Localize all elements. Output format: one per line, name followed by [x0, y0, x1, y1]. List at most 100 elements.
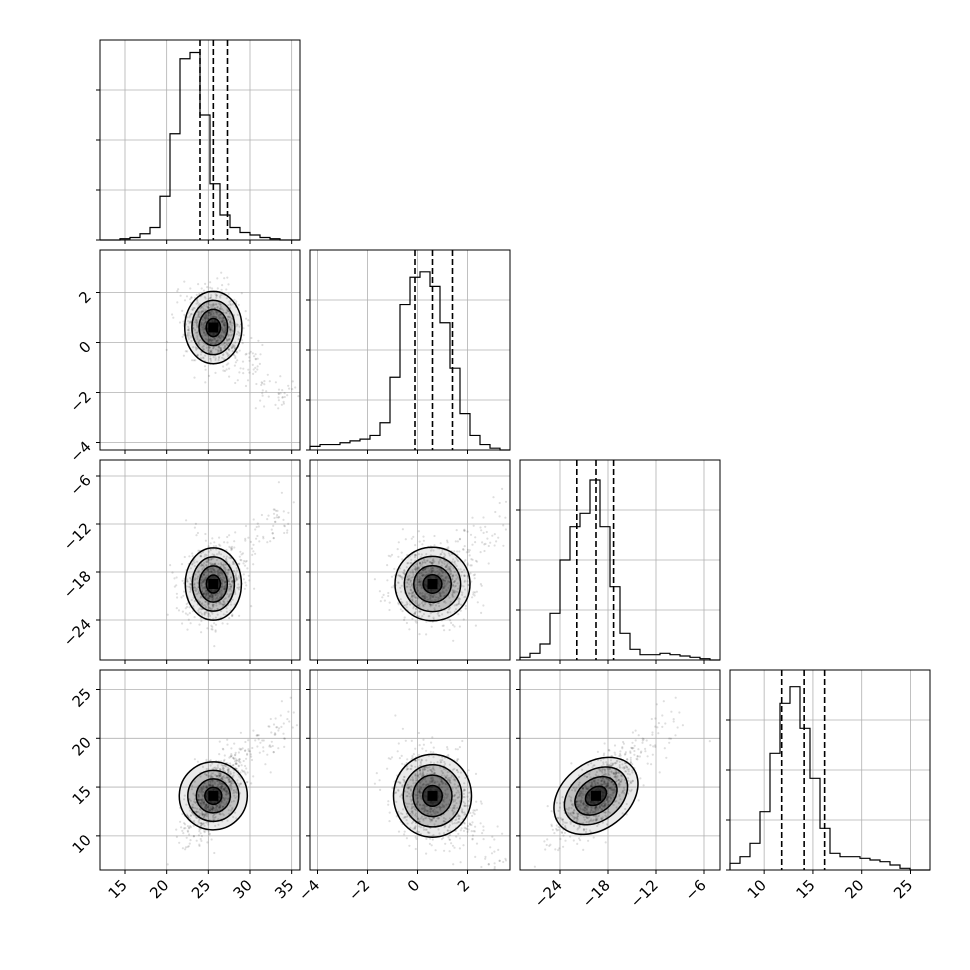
scatter-point — [218, 574, 221, 577]
scatter-point — [210, 349, 213, 352]
scatter-point — [456, 748, 459, 751]
y-tick-label: 2 — [75, 288, 94, 307]
scatter-point — [190, 313, 193, 316]
scatter-point — [484, 857, 487, 860]
scatter-point — [227, 304, 230, 307]
scatter-point — [230, 328, 233, 331]
scatter-point — [207, 297, 210, 300]
scatter-point — [465, 551, 468, 554]
scatter-point — [226, 592, 229, 596]
panel-2-0: −24−18−12−6 — [60, 459, 301, 664]
scatter-point — [415, 837, 418, 841]
scatter-point — [227, 348, 230, 351]
scatter-point — [226, 352, 229, 355]
scatter-point — [195, 347, 198, 350]
scatter-point — [288, 387, 291, 390]
scatter-point — [469, 572, 472, 575]
scatter-point — [229, 320, 232, 323]
scatter-point — [203, 585, 206, 589]
scatter-point — [430, 741, 433, 744]
scatter-point — [220, 326, 223, 330]
scatter-point — [235, 350, 238, 353]
scatter-point — [387, 757, 390, 760]
scatter-point — [237, 575, 240, 578]
scatter-point — [226, 276, 229, 279]
scatter-point — [473, 594, 476, 597]
panel-0-0 — [96, 39, 301, 244]
scatter-point — [221, 319, 224, 322]
scatter-point — [297, 395, 300, 398]
scatter-point — [223, 341, 227, 344]
scatter-point — [177, 288, 180, 291]
scatter-point — [249, 350, 252, 353]
scatter-point — [378, 779, 381, 782]
scatter-point — [231, 350, 234, 353]
scatter-point — [209, 566, 212, 570]
scatter-point — [185, 602, 188, 606]
scatter-point — [214, 630, 217, 633]
scatter-point — [227, 334, 230, 338]
scatter-point — [243, 559, 246, 563]
scatter-point — [408, 844, 411, 847]
scatter-point — [220, 349, 223, 352]
scatter-point — [183, 827, 186, 830]
scatter-point — [233, 298, 236, 301]
scatter-point — [493, 838, 496, 841]
scatter-point — [214, 315, 217, 318]
scatter-point — [186, 316, 189, 319]
scatter-point — [390, 575, 394, 578]
scatter-point — [262, 750, 265, 753]
scatter-point — [464, 607, 467, 610]
scatter-point — [216, 277, 219, 280]
scatter-point — [381, 596, 384, 599]
scatter-point — [237, 330, 240, 333]
scatter-point — [472, 524, 475, 527]
scatter-point — [208, 374, 211, 377]
scatter-point — [465, 827, 468, 831]
scatter-point — [271, 532, 274, 535]
scatter-point — [471, 834, 474, 837]
scatter-point — [227, 348, 230, 351]
scatter-point — [203, 322, 206, 325]
scatter-point — [196, 338, 199, 341]
scatter-point — [470, 823, 473, 827]
scatter-point — [218, 600, 222, 603]
scatter-point — [223, 754, 226, 757]
scatter-point — [205, 589, 208, 592]
scatter-point — [213, 645, 216, 648]
scatter-point — [222, 328, 225, 331]
scatter-point — [211, 287, 214, 290]
scatter-point — [265, 390, 268, 393]
scatter-point — [236, 578, 239, 581]
scatter-point — [272, 536, 275, 540]
scatter-point — [203, 322, 206, 325]
scatter-point — [247, 748, 250, 751]
scatter-point — [215, 296, 218, 299]
scatter-point — [458, 847, 461, 850]
scatter-point — [212, 563, 215, 566]
scatter-point — [476, 601, 479, 604]
x-tick-label: 20 — [146, 876, 172, 902]
scatter-point — [260, 383, 263, 387]
scatter-point — [195, 839, 198, 842]
scatter-point — [182, 320, 185, 323]
scatter-point — [244, 764, 247, 768]
scatter-point — [228, 321, 232, 324]
scatter-point — [256, 745, 259, 748]
scatter-point — [247, 739, 250, 742]
scatter-point — [226, 353, 229, 356]
scatter-point — [456, 550, 459, 553]
scatter-point — [209, 315, 212, 318]
scatter-point — [219, 334, 222, 337]
scatter-point — [494, 510, 497, 514]
scatter-point — [176, 596, 179, 599]
scatter-point — [224, 563, 227, 566]
scatter-point — [202, 329, 205, 332]
scatter-point — [199, 832, 202, 835]
scatter-point — [193, 586, 196, 589]
scatter-point — [485, 530, 488, 534]
scatter-point — [230, 747, 233, 750]
scatter-point — [195, 324, 198, 327]
scatter-point — [210, 313, 213, 316]
scatter-point — [227, 362, 230, 365]
